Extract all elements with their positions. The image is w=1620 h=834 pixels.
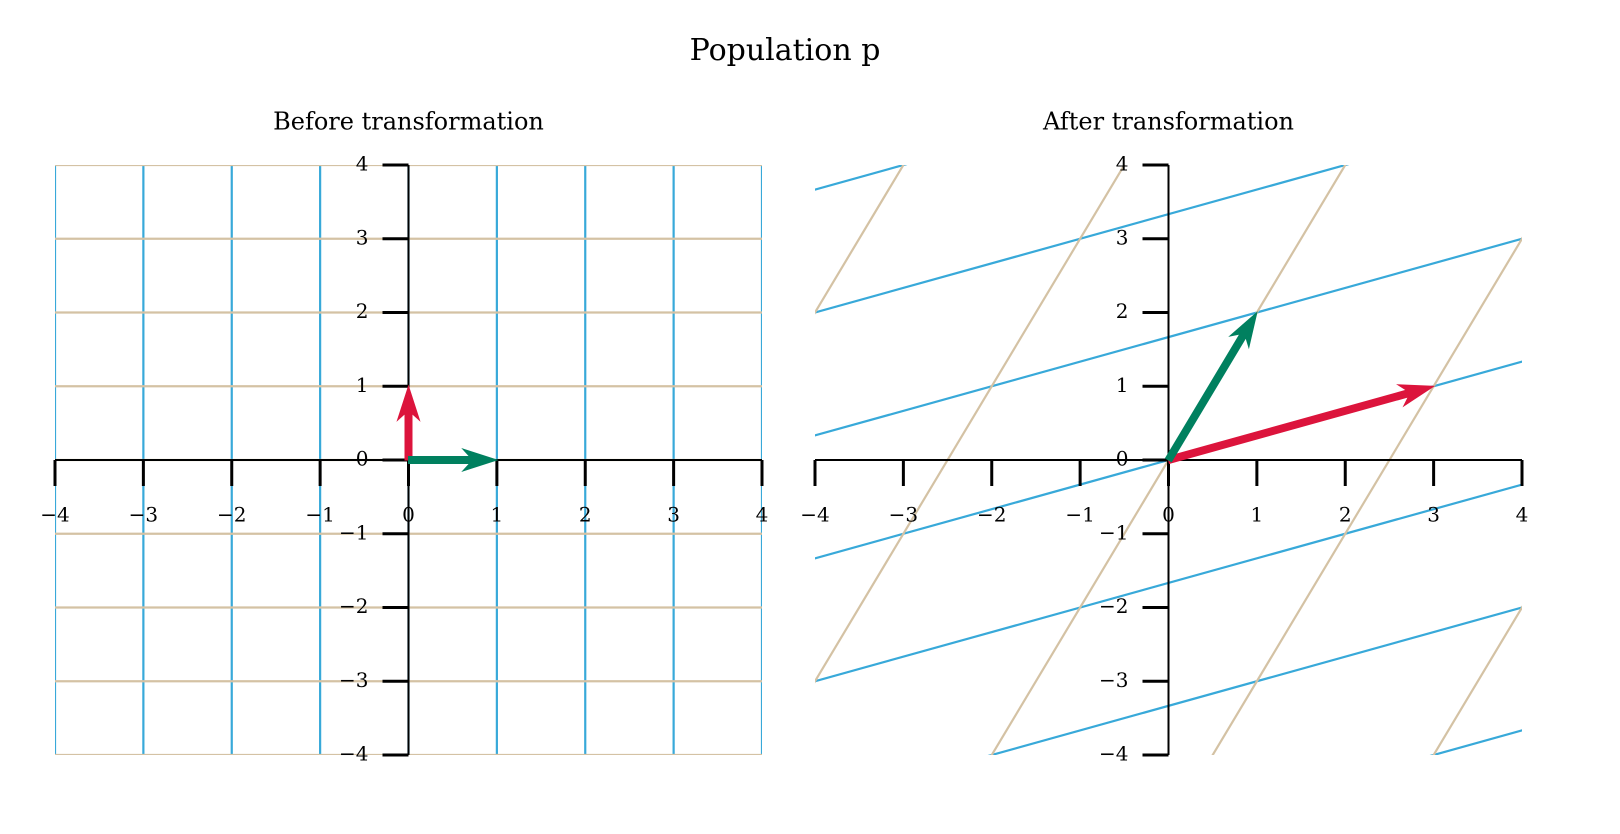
y-tick-label: −1 bbox=[1099, 520, 1128, 544]
x-tick-label: 2 bbox=[1339, 503, 1352, 527]
x-tick-label: 4 bbox=[1516, 503, 1529, 527]
y-tick-label: 4 bbox=[1116, 152, 1129, 176]
axes-title: After transformation bbox=[1042, 108, 1294, 136]
x-tick-label: −4 bbox=[40, 503, 69, 527]
y-tick-label: 2 bbox=[1116, 299, 1129, 323]
x-tick-label: −4 bbox=[800, 503, 829, 527]
y-tick-label: −3 bbox=[339, 668, 368, 692]
x-tick-label: 1 bbox=[491, 503, 504, 527]
x-tick-label: −1 bbox=[1065, 503, 1094, 527]
figure-title: Population p bbox=[690, 33, 881, 68]
y-tick-label: 1 bbox=[1116, 373, 1129, 397]
x-tick-label: 0 bbox=[1162, 503, 1175, 527]
vector bbox=[1164, 311, 1258, 463]
x-tick-label: −2 bbox=[217, 503, 246, 527]
vector bbox=[408, 447, 499, 473]
x-tick-label: −3 bbox=[129, 503, 158, 527]
x-tick-label: 0 bbox=[402, 503, 415, 527]
y-tick-label: 1 bbox=[356, 373, 369, 397]
y-tick-label: 3 bbox=[356, 225, 369, 249]
vector bbox=[1166, 384, 1436, 464]
y-tick-label: 0 bbox=[1116, 447, 1129, 471]
y-tick-label: −4 bbox=[339, 742, 368, 766]
x-tick-label: 2 bbox=[579, 503, 592, 527]
x-tick-label: −3 bbox=[889, 503, 918, 527]
y-tick-label: −2 bbox=[339, 594, 368, 618]
y-tick-label: 2 bbox=[356, 299, 369, 323]
y-tick-label: −2 bbox=[1099, 594, 1128, 618]
x-tick-label: −2 bbox=[977, 503, 1006, 527]
x-tick-label: 1 bbox=[1251, 503, 1264, 527]
y-tick-label: 3 bbox=[1116, 225, 1129, 249]
y-tick-label: −4 bbox=[1099, 742, 1128, 766]
vector bbox=[396, 384, 421, 461]
x-tick-label: −1 bbox=[305, 503, 334, 527]
y-tick-label: 4 bbox=[356, 152, 369, 176]
x-tick-label: 4 bbox=[756, 503, 769, 527]
y-tick-label: 0 bbox=[356, 447, 369, 471]
x-tick-label: 3 bbox=[667, 503, 680, 527]
x-tick-label: 3 bbox=[1427, 503, 1440, 527]
axes-title: Before transformation bbox=[273, 108, 544, 136]
y-tick-label: −3 bbox=[1099, 668, 1128, 692]
y-tick-label: −1 bbox=[339, 520, 368, 544]
